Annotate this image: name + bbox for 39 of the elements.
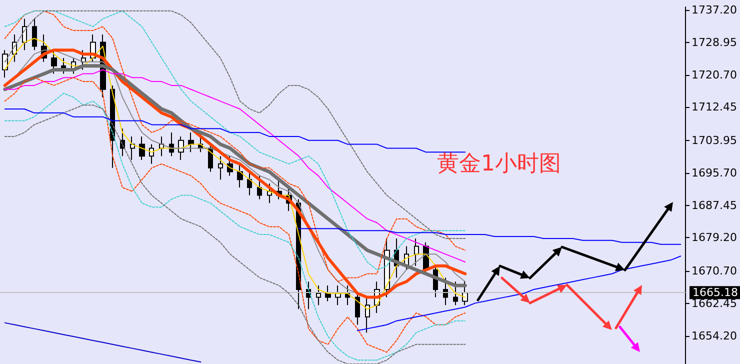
line-series <box>4 322 202 363</box>
y-tick-label: 1703.95 <box>692 134 738 148</box>
candlestick <box>208 144 213 172</box>
candlestick <box>267 183 272 204</box>
candlestick <box>365 296 370 334</box>
candlestick <box>355 292 360 326</box>
y-tick-label: 1737.20 <box>692 4 738 17</box>
y-tick-label: 1670.70 <box>692 264 738 278</box>
y-tick-label: 1662.45 <box>692 296 738 310</box>
candlestick <box>257 175 262 200</box>
candlestick <box>32 18 37 51</box>
candlestick <box>247 171 252 196</box>
candlestick <box>443 277 448 306</box>
y-tick-label: 1687.45 <box>692 198 738 212</box>
y-tick-label: 1728.95 <box>692 36 738 50</box>
candlestick <box>237 163 243 188</box>
ref-line-label: 1665.18 <box>692 286 738 300</box>
candlestick <box>462 281 468 306</box>
candlestick <box>51 50 57 74</box>
candlestick <box>130 136 135 160</box>
y-tick-label: 1679.20 <box>692 231 738 244</box>
y-tick-label: 1695.70 <box>692 166 738 180</box>
y-tick-label: 1720.70 <box>692 68 738 82</box>
candlestick <box>188 132 194 153</box>
candlestick <box>159 136 164 157</box>
candlestick <box>414 238 419 266</box>
y-tick-label: 1654.20 <box>692 329 738 342</box>
text: 黄金1小时图 <box>437 152 561 176</box>
candlestick <box>139 136 145 160</box>
line-series <box>356 256 682 332</box>
candlestick <box>335 285 341 306</box>
candlestick <box>316 285 321 306</box>
candlestick <box>178 136 184 160</box>
candlestick <box>453 281 458 306</box>
line-series <box>298 228 682 245</box>
candlestick <box>325 285 331 302</box>
line-series <box>4 108 466 153</box>
candlestick <box>218 156 223 180</box>
y-tick-label: 1712.45 <box>692 100 738 114</box>
